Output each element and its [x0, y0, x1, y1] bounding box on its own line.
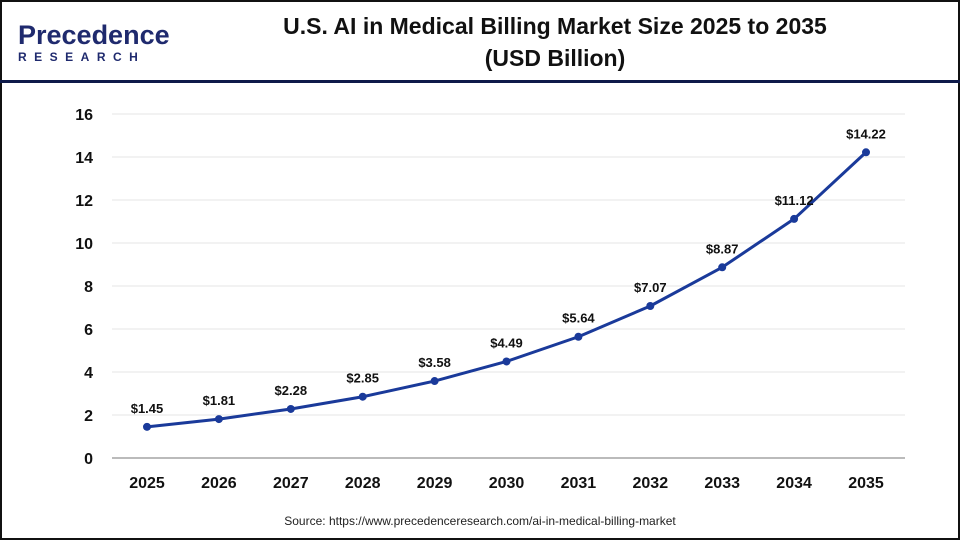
- header: Precedence RESEARCH U.S. AI in Medical B…: [0, 0, 960, 83]
- data-label: $7.07: [634, 280, 667, 295]
- data-point: [430, 377, 439, 386]
- y-tick-label: 16: [75, 107, 93, 124]
- x-tick-label: 2031: [561, 475, 597, 492]
- data-point: [790, 214, 799, 223]
- data-label: $5.64: [562, 311, 595, 326]
- y-tick-label: 8: [84, 279, 93, 296]
- x-tick-label: 2035: [848, 475, 884, 492]
- data-point: [214, 415, 223, 424]
- source-text: Source: https://www.precedenceresearch.c…: [284, 514, 676, 528]
- data-point: [574, 332, 583, 341]
- data-point: [143, 422, 151, 431]
- data-label: $11.12: [775, 193, 814, 208]
- x-tick-label: 2029: [417, 475, 453, 492]
- logo-subtext: RESEARCH: [18, 50, 146, 64]
- x-tick-label: 2030: [489, 475, 525, 492]
- data-label: $4.49: [490, 335, 523, 350]
- x-tick-label: 2025: [129, 475, 165, 492]
- series-line: [146, 151, 868, 429]
- data-point: [718, 263, 727, 272]
- data-point: [502, 357, 511, 366]
- x-tick-label: 2033: [704, 475, 740, 492]
- x-tick-label: 2034: [776, 475, 812, 492]
- y-tick-label: 6: [84, 322, 93, 339]
- title-line-1: U.S. AI in Medical Billing Market Size 2…: [283, 13, 827, 39]
- data-label: $2.28: [275, 383, 308, 398]
- chart-title: U.S. AI in Medical Billing Market Size 2…: [230, 10, 880, 74]
- data-point: [286, 404, 295, 413]
- logo-text: Precedence: [18, 20, 170, 50]
- data-label: $1.81: [203, 393, 236, 408]
- data-point: [646, 301, 655, 310]
- y-tick-label: 10: [75, 236, 93, 253]
- data-label: $14.22: [846, 126, 886, 141]
- x-tick-label: 2026: [201, 475, 237, 492]
- title-line-2: (USD Billion): [484, 45, 626, 71]
- x-tick-label: 2032: [633, 475, 669, 492]
- y-tick-label: 0: [84, 451, 93, 468]
- y-tick-label: 2: [84, 408, 93, 425]
- data-label: $3.58: [418, 355, 451, 370]
- y-tick-label: 4: [84, 365, 93, 382]
- data-point: [358, 392, 367, 401]
- data-point: [862, 148, 870, 157]
- x-tick-label: 2027: [273, 475, 309, 492]
- x-tick-label: 2028: [345, 475, 381, 492]
- y-tick-label: 14: [75, 150, 93, 167]
- data-label: $2.85: [346, 371, 379, 386]
- logo: Precedence RESEARCH: [18, 20, 170, 65]
- data-label: $1.45: [131, 401, 164, 416]
- y-tick-label: 12: [75, 193, 93, 210]
- data-label: $8.87: [706, 241, 739, 256]
